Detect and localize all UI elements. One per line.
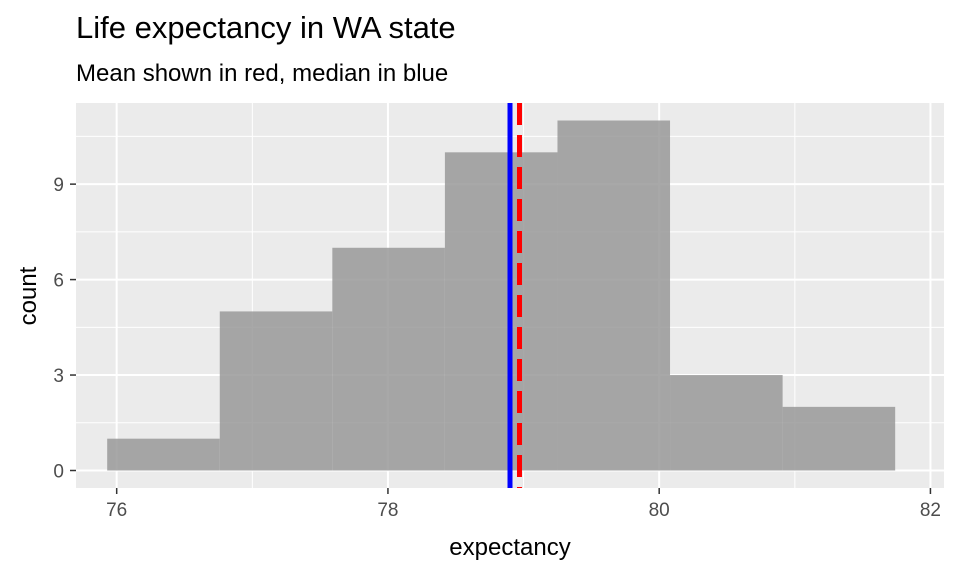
chart-title: Life expectancy in WA state bbox=[76, 10, 456, 45]
reference-lines bbox=[507, 103, 522, 488]
chart-subtitle: Mean shown in red, median in blue bbox=[76, 60, 449, 87]
y-axis-title: count bbox=[15, 266, 42, 325]
x-axis-title: expectancy bbox=[449, 534, 570, 561]
histogram-bar bbox=[107, 438, 220, 471]
x-tick-label: 82 bbox=[920, 500, 941, 521]
x-tick-label: 78 bbox=[377, 500, 398, 521]
y-tick-label: 6 bbox=[53, 271, 64, 292]
x-tick-label: 76 bbox=[106, 500, 127, 521]
histogram-bar bbox=[332, 247, 445, 471]
histogram-bar bbox=[782, 406, 896, 471]
y-tick-label: 3 bbox=[53, 366, 64, 387]
y-tick-label: 0 bbox=[53, 462, 64, 483]
histogram-bar bbox=[670, 375, 783, 471]
x-tick-label: 80 bbox=[649, 500, 670, 521]
y-tick-label: 9 bbox=[53, 175, 64, 196]
histogram-bar bbox=[557, 120, 671, 471]
histogram-bar bbox=[444, 152, 558, 471]
histogram-bars bbox=[107, 120, 896, 471]
axis-ticks: 76 78 80 82 0 3 6 9 bbox=[53, 175, 941, 521]
histogram-bar bbox=[219, 311, 333, 471]
